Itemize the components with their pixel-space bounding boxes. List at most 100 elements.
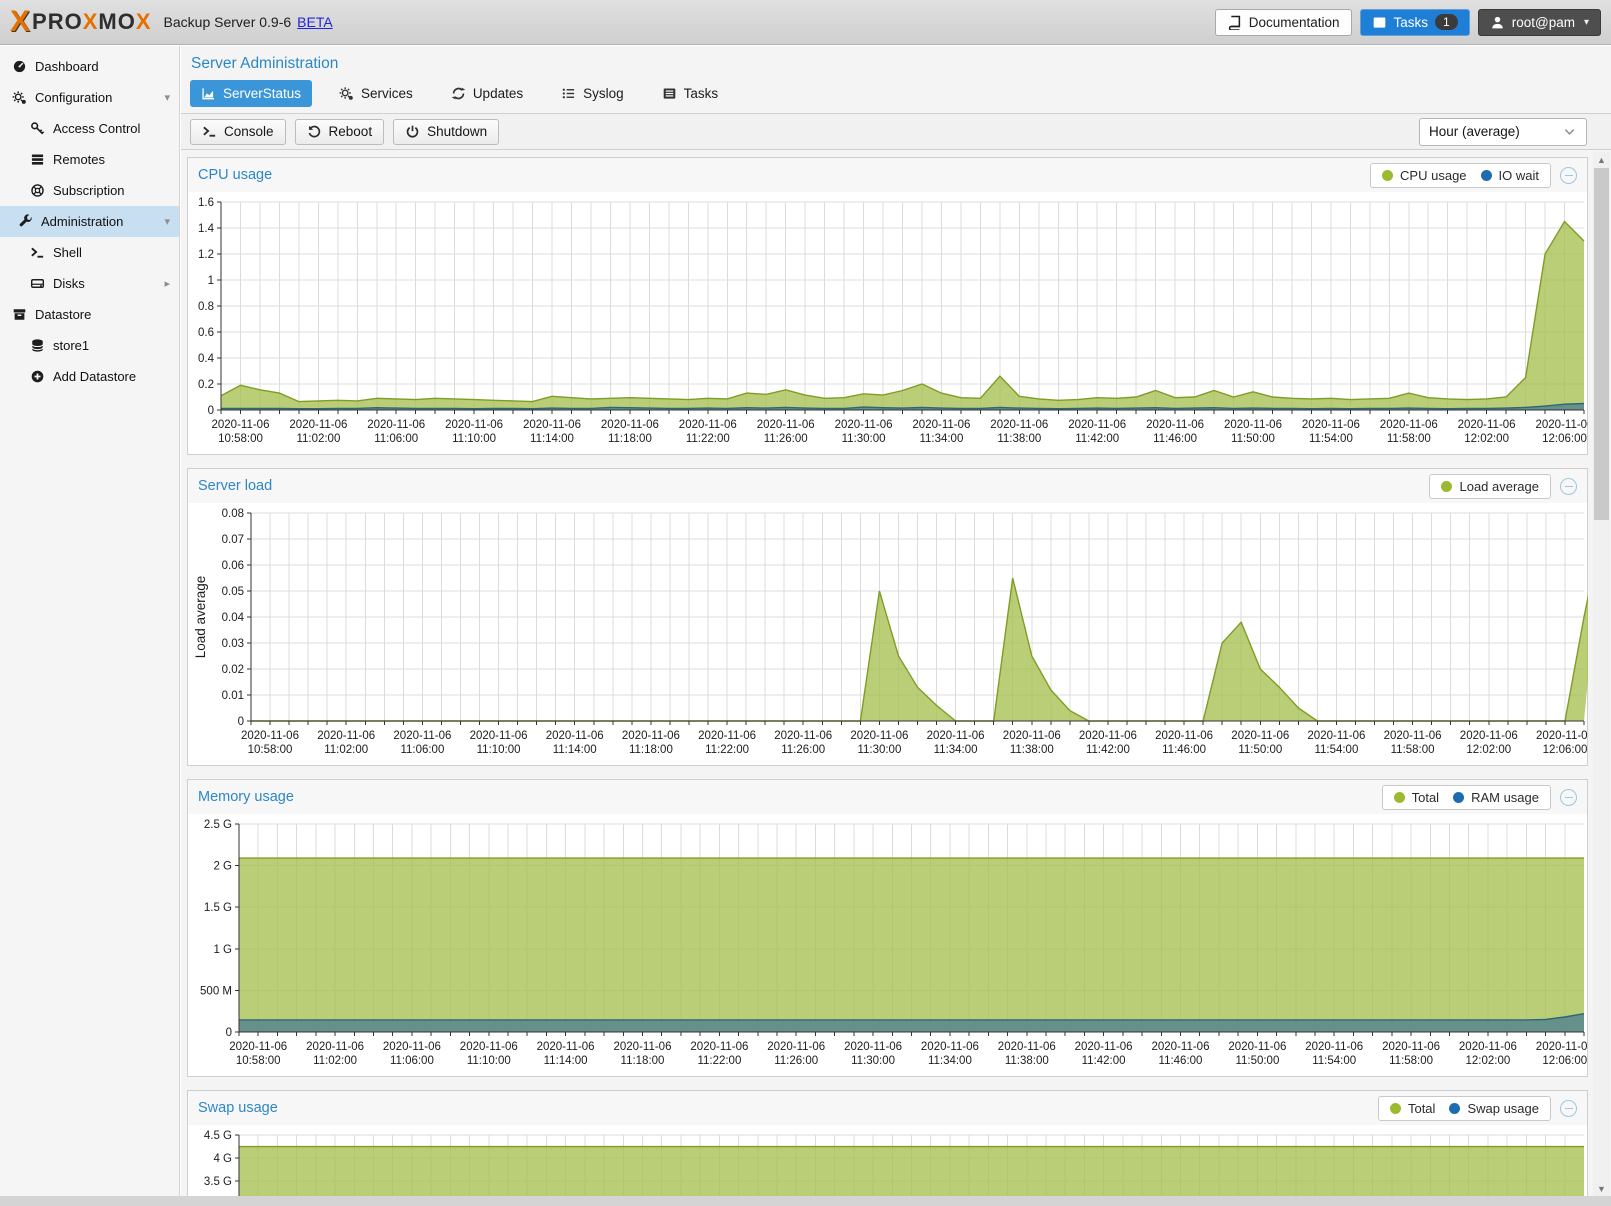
svg-text:11:38:00: 11:38:00 xyxy=(1010,744,1054,755)
sidebar-item-subscription[interactable]: Subscription xyxy=(0,175,179,206)
svg-text:11:30:00: 11:30:00 xyxy=(857,744,901,755)
svg-text:0.2: 0.2 xyxy=(198,379,214,391)
svg-text:11:02:00: 11:02:00 xyxy=(324,744,368,755)
panel-server-load: Server load Load average 0 0.01 0.02 0.03 0.04… xyxy=(187,468,1604,766)
product-version-label: Backup Server 0.9-6 xyxy=(163,14,292,30)
sidebar-item-label: Dashboard xyxy=(35,59,99,74)
svg-text:11:14:00: 11:14:00 xyxy=(544,1055,588,1066)
proxmox-wordmark: PROXMOX xyxy=(32,9,152,35)
svg-text:0.05: 0.05 xyxy=(222,586,244,598)
scroll-down-arrow[interactable]: ▼ xyxy=(1597,1183,1606,1194)
vertical-scrollbar[interactable]: ▲ ▼ xyxy=(1593,152,1610,1196)
svg-text:11:54:00: 11:54:00 xyxy=(1309,433,1353,444)
gears-icon xyxy=(10,90,28,105)
legend-dot-icon xyxy=(1453,791,1465,803)
svg-text:11:50:00: 11:50:00 xyxy=(1238,744,1282,755)
svg-text:2020-11-06: 2020-11-06 xyxy=(927,730,985,742)
svg-text:11:10:00: 11:10:00 xyxy=(452,433,496,444)
tasks-button[interactable]: Tasks 1 xyxy=(1359,8,1470,36)
shutdown-button[interactable]: Shutdown xyxy=(393,118,500,145)
svg-text:2020-11-06: 2020-11-06 xyxy=(537,1041,595,1053)
dashboard-icon xyxy=(10,59,28,74)
sidebar-item-disks[interactable]: Disks ▸ xyxy=(0,268,179,299)
legend-item-ram-usage: RAM usage xyxy=(1453,790,1539,805)
svg-text:11:26:00: 11:26:00 xyxy=(764,433,808,444)
button-label: Reboot xyxy=(328,124,373,139)
sidebar-item-configuration[interactable]: Configuration ▾ xyxy=(0,82,179,113)
sidebar-item-datastore[interactable]: Datastore xyxy=(0,299,179,330)
svg-text:2020-11-06: 2020-11-06 xyxy=(1307,730,1365,742)
tab-bar: ServerStatus Services Updates Syslog Tasks xyxy=(181,80,1611,113)
chart-body: 0 0.2 0.4 0.6 0.8 1 1.2 1.4 1.6 2020-11-06 10:58:0… xyxy=(188,192,1593,454)
svg-text:2020-11-06: 2020-11-06 xyxy=(990,419,1048,431)
svg-text:1: 1 xyxy=(208,275,214,287)
datastore-icon xyxy=(10,307,28,322)
sidebar-item-remotes[interactable]: Remotes xyxy=(0,144,179,175)
tab-services[interactable]: Services xyxy=(328,80,424,107)
svg-text:11:22:00: 11:22:00 xyxy=(705,744,749,755)
user-menu-button[interactable]: root@pam ▾ xyxy=(1477,8,1601,36)
sidebar-item-add-datastore[interactable]: Add Datastore xyxy=(0,361,179,392)
collapse-panel-button[interactable] xyxy=(1560,1099,1577,1117)
beta-link[interactable]: BETA xyxy=(297,14,333,30)
chart-body: 0 500 M 1 G 1.5 G 2 G 2.5 G 2020-11-06 10:58:00… xyxy=(188,814,1594,1076)
undo-icon xyxy=(307,124,322,139)
svg-text:2020-11-06: 2020-11-06 xyxy=(774,730,832,742)
proxmox-x-icon: X xyxy=(10,5,31,38)
tasks-count-badge: 1 xyxy=(1435,14,1458,30)
documentation-button[interactable]: Documentation xyxy=(1214,8,1352,36)
legend-item-total: Total xyxy=(1393,790,1439,805)
svg-text:11:06:00: 11:06:00 xyxy=(400,744,444,755)
page-title: Server Administration xyxy=(191,55,339,72)
tab-syslog[interactable]: Syslog xyxy=(550,80,635,107)
timeframe-select[interactable]: Hour (average) xyxy=(1419,117,1587,146)
reboot-button[interactable]: Reboot xyxy=(294,118,385,145)
svg-text:2020-11-06: 2020-11-06 xyxy=(1079,730,1137,742)
svg-text:2020-11-06: 2020-11-06 xyxy=(1459,1041,1517,1053)
scroll-up-arrow[interactable]: ▲ xyxy=(1597,154,1606,165)
svg-text:11:22:00: 11:22:00 xyxy=(697,1055,741,1066)
svg-text:2020-11-06: 2020-11-06 xyxy=(383,1041,441,1053)
svg-text:11:42:00: 11:42:00 xyxy=(1086,744,1130,755)
sidebar-item-shell[interactable]: Shell xyxy=(0,237,179,268)
svg-text:2020-11-06: 2020-11-06 xyxy=(690,1041,748,1053)
svg-text:12:02:00: 12:02:00 xyxy=(1466,1055,1511,1066)
collapse-panel-button[interactable] xyxy=(1560,166,1577,184)
sidebar-item-dashboard[interactable]: Dashboard xyxy=(0,51,179,82)
svg-text:2020-11-06: 2020-11-06 xyxy=(1075,1041,1133,1053)
svg-text:10:58:00: 10:58:00 xyxy=(248,744,293,755)
svg-text:11:18:00: 11:18:00 xyxy=(621,1055,665,1066)
chevron-down-icon xyxy=(1562,124,1577,139)
tab-updates[interactable]: Updates xyxy=(440,80,534,107)
svg-text:12:02:00: 12:02:00 xyxy=(1464,433,1509,444)
svg-text:11:10:00: 11:10:00 xyxy=(467,1055,511,1066)
sidebar-item-label: Remotes xyxy=(53,152,106,167)
svg-text:2020-11-06: 2020-11-06 xyxy=(317,730,375,742)
collapse-panel-button[interactable] xyxy=(1560,477,1577,495)
scrollbar-thumb[interactable] xyxy=(1594,168,1609,520)
sidebar-item-administration[interactable]: Administration ▾ xyxy=(0,206,179,237)
svg-text:2020-11-06: 2020-11-06 xyxy=(1224,419,1282,431)
svg-text:1.5 G: 1.5 G xyxy=(204,902,232,914)
svg-text:2020-11-06: 2020-11-06 xyxy=(622,730,680,742)
tab-tasks[interactable]: Tasks xyxy=(651,80,730,107)
sidebar-item-access-control[interactable]: Access Control xyxy=(0,113,179,144)
tab-serverstatus[interactable]: ServerStatus xyxy=(190,80,313,107)
svg-text:11:30:00: 11:30:00 xyxy=(842,433,886,444)
svg-text:0.06: 0.06 xyxy=(222,560,244,572)
chart-title: Memory usage xyxy=(198,789,294,805)
svg-text:11:50:00: 11:50:00 xyxy=(1231,433,1275,444)
svg-text:11:02:00: 11:02:00 xyxy=(296,433,340,444)
svg-text:2020-11-06: 2020-11-06 xyxy=(523,419,581,431)
svg-text:1.4: 1.4 xyxy=(198,223,215,235)
svg-text:2020-11-06: 2020-11-06 xyxy=(241,730,299,742)
svg-text:2020-11-06: 2020-11-06 xyxy=(835,419,893,431)
legend-label: Load average xyxy=(1459,478,1539,494)
sidebar-item-store1[interactable]: store1 xyxy=(0,330,179,361)
collapse-panel-button[interactable] xyxy=(1560,788,1577,806)
svg-text:0.03: 0.03 xyxy=(222,638,244,650)
console-button[interactable]: Console xyxy=(190,118,286,145)
button-label: Console xyxy=(224,124,274,139)
svg-text:11:54:00: 11:54:00 xyxy=(1312,1055,1356,1066)
svg-text:2020-11-06: 2020-11-06 xyxy=(1382,1041,1440,1053)
